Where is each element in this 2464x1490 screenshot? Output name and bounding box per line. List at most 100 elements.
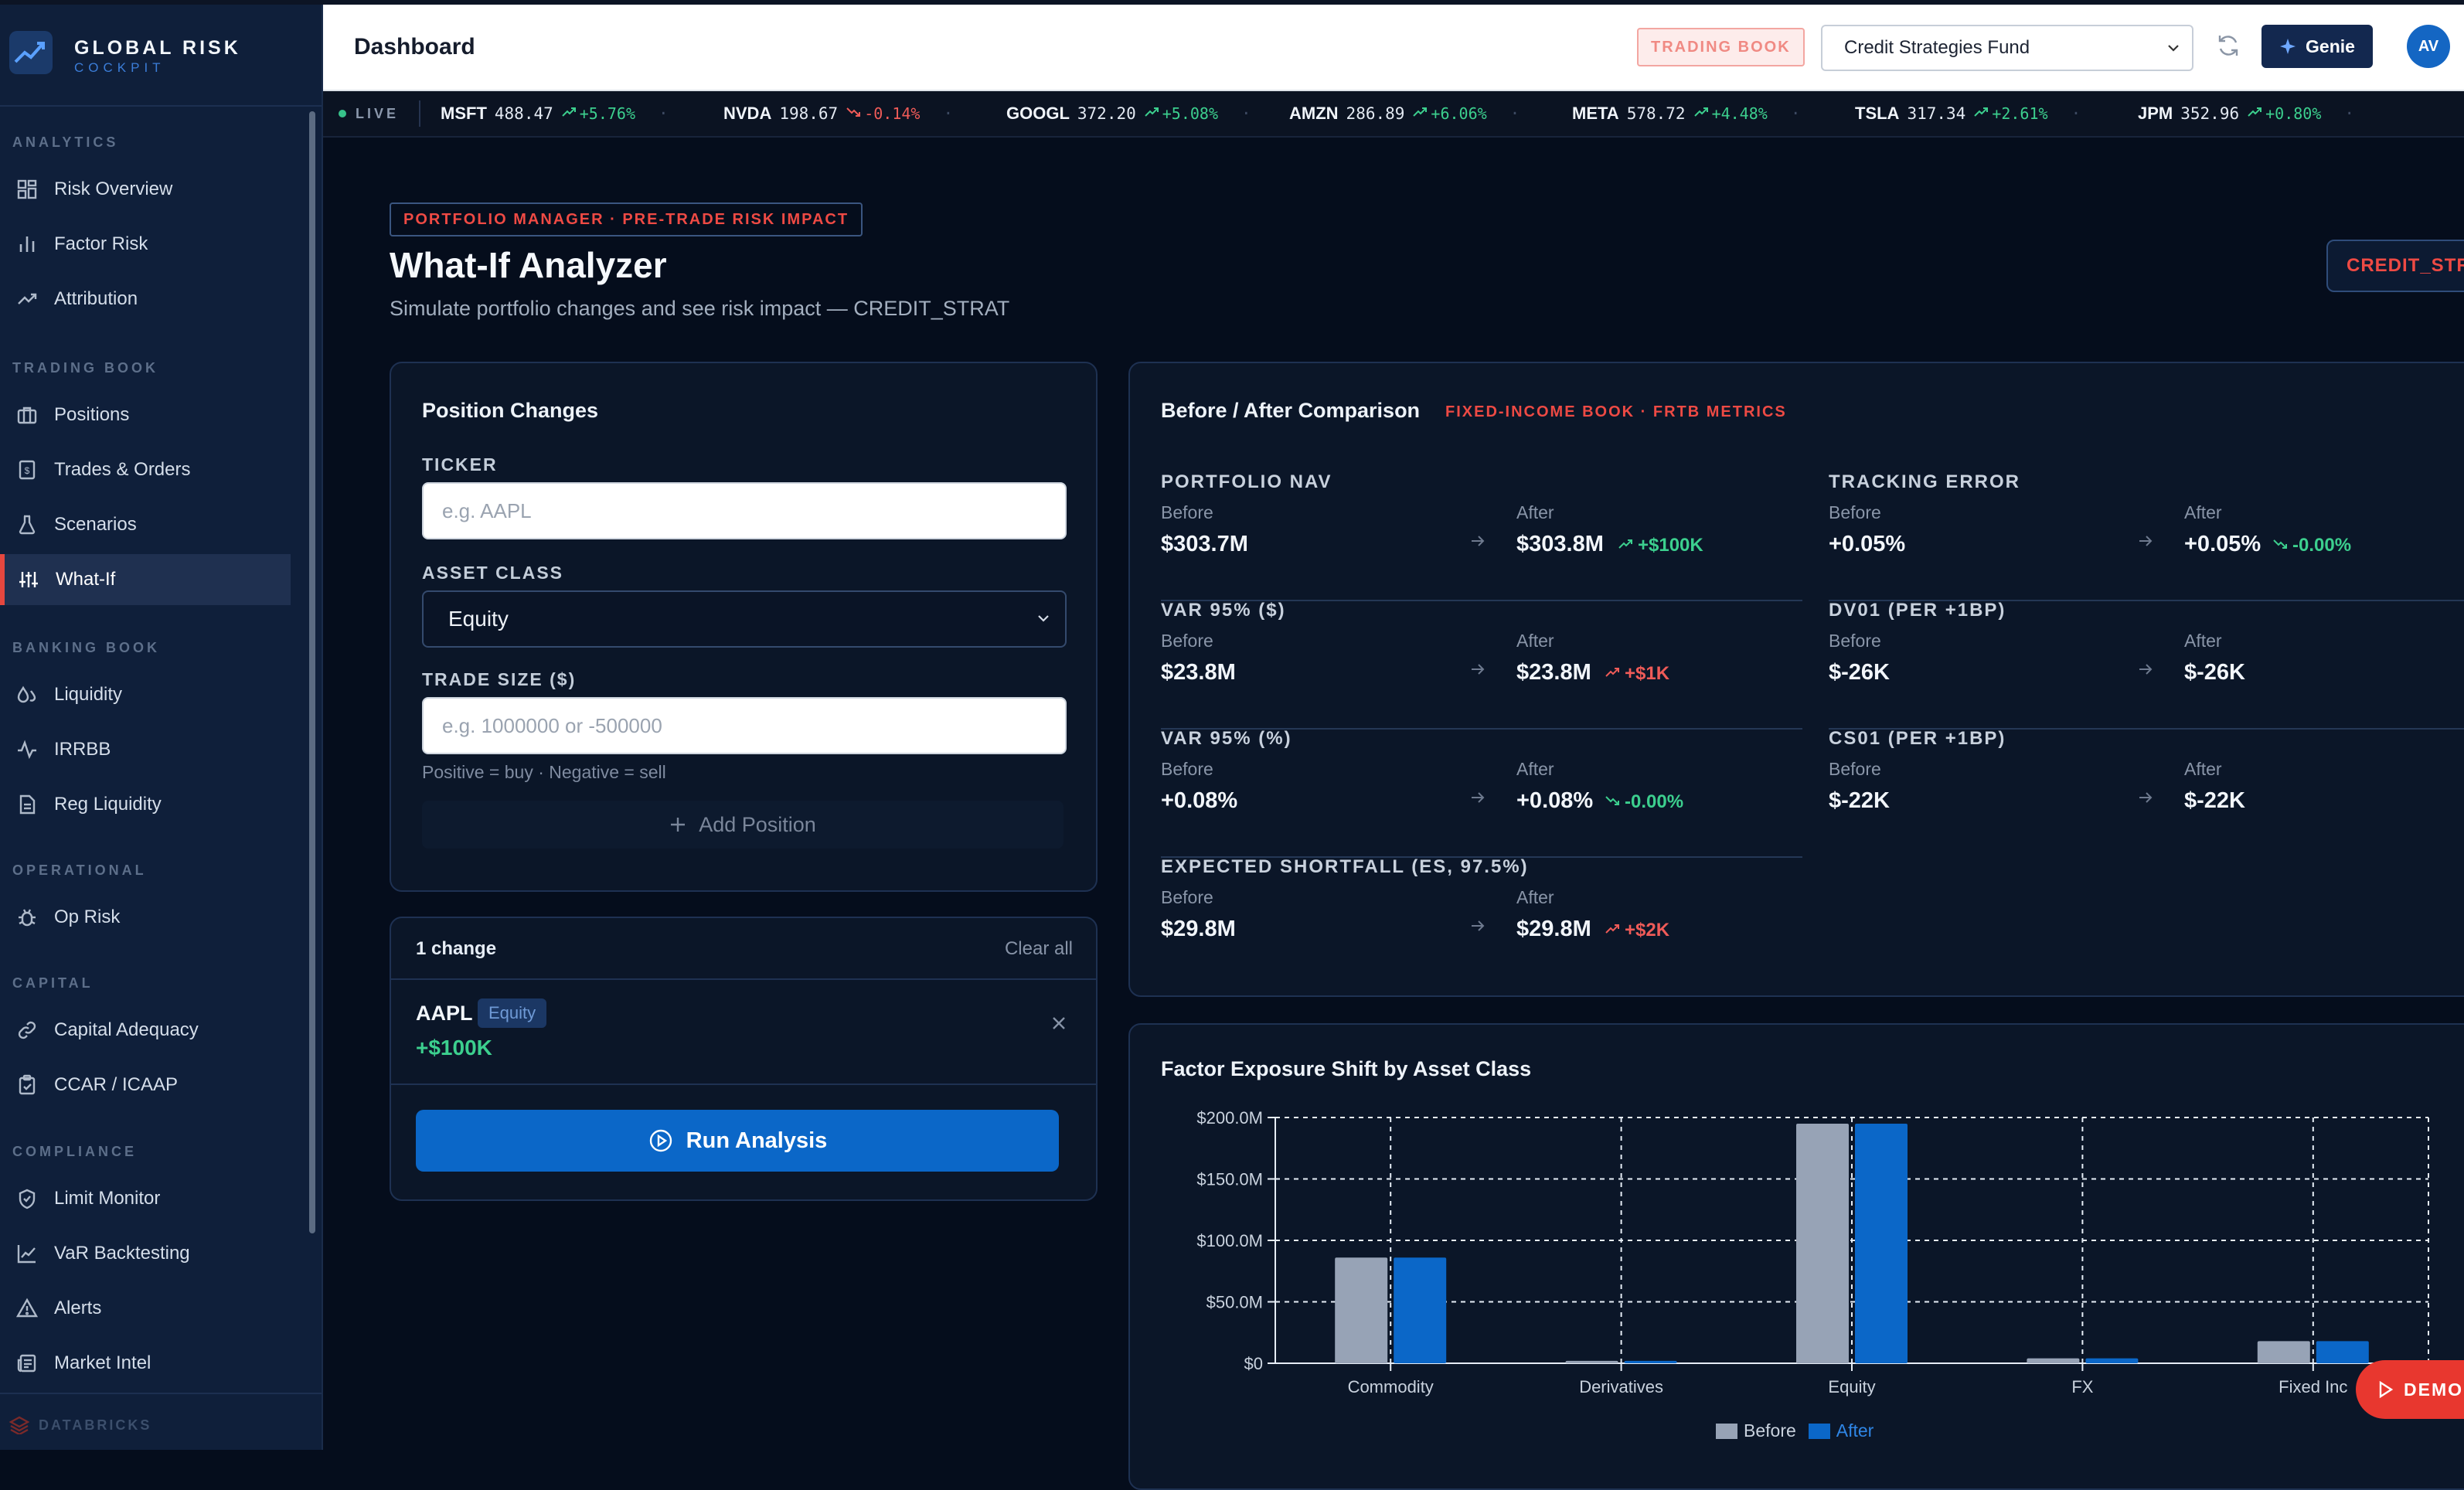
ticker-item[interactable]: AMZN 286.89 +6.06% · bbox=[1289, 91, 1520, 136]
trade-size-label: TRADE SIZE ($) bbox=[422, 669, 577, 689]
bar-before-fixed-inc[interactable] bbox=[2257, 1341, 2310, 1363]
sidebar-item-label: Liquidity bbox=[54, 684, 123, 705]
metric-cs01-per-1bp: CS01 (PER +1BP) Before $-22K After $-22K bbox=[1829, 728, 2464, 856]
sidebar-item-what-if[interactable]: What-If bbox=[0, 554, 291, 605]
bar-after-fx[interactable] bbox=[2085, 1358, 2139, 1363]
ticker-item[interactable]: NVDA 198.67 -0.14% · bbox=[723, 91, 953, 136]
sidebar-item-factor-risk[interactable]: Factor Risk bbox=[0, 219, 291, 270]
top-accent-line bbox=[0, 0, 2464, 5]
brand-subtitle: COCKPIT bbox=[74, 60, 165, 75]
metric-var-95: VAR 95% ($) Before $23.8M After $23.8M +$1K bbox=[1161, 600, 1802, 730]
delta-value: +$2K bbox=[1625, 920, 1670, 941]
chevron-down-icon bbox=[1038, 615, 1049, 622]
chevron-down-icon bbox=[2168, 45, 2179, 52]
ticker-symbol: TSLA bbox=[1855, 104, 1900, 123]
sidebar-item-market-intel[interactable]: Market Intel bbox=[0, 1338, 291, 1389]
avatar[interactable]: AV bbox=[2407, 25, 2450, 68]
sidebar-item-label: Reg Liquidity bbox=[54, 794, 162, 815]
sidebar-scrollbar[interactable] bbox=[309, 111, 315, 1233]
sidebar-item-scenarios[interactable]: Scenarios bbox=[0, 499, 291, 550]
ticker-item[interactable]: GOOGL 372.20 +5.08% · bbox=[1006, 91, 1251, 136]
ticker-separator: · bbox=[943, 104, 954, 123]
after-label: After bbox=[1516, 887, 1554, 907]
sidebar-item-label: Risk Overview bbox=[54, 179, 173, 199]
sidebar-item-capital-adequacy[interactable]: Capital Adequacy bbox=[0, 1005, 291, 1056]
add-position-button[interactable]: Add Position bbox=[422, 801, 1064, 849]
bar-after-equity[interactable] bbox=[1855, 1123, 1908, 1363]
legend-label-after: After bbox=[1836, 1420, 1874, 1441]
arrow-right-icon bbox=[2136, 532, 2155, 554]
brand-title: GLOBAL RISK bbox=[74, 37, 241, 59]
ticker-item[interactable]: TSLA 317.34 +2.61% · bbox=[1855, 91, 2081, 136]
ticker-divider bbox=[419, 100, 420, 127]
sidebar-item-trades-orders[interactable]: $ Trades & Orders bbox=[0, 444, 291, 495]
factor-exposure-card: Factor Exposure Shift by Asset Class $0 $… bbox=[1128, 1023, 2464, 1490]
sidebar-item-liquidity[interactable]: Liquidity bbox=[0, 669, 291, 720]
sidebar-item-label: Attribution bbox=[54, 288, 138, 309]
ticker-symbol: GOOGL bbox=[1006, 104, 1070, 123]
y-tick-label: $0 bbox=[1244, 1354, 1263, 1373]
sidebar-item-alerts[interactable]: Alerts bbox=[0, 1283, 291, 1334]
bar-before-fx[interactable] bbox=[2027, 1358, 2080, 1363]
strategy-pill[interactable]: CREDIT_STR bbox=[2326, 240, 2464, 292]
bar-after-commodity[interactable] bbox=[1394, 1257, 1447, 1363]
changes-card: 1 change Clear all AAPL Equity +$100K Ru… bbox=[390, 917, 1098, 1201]
bar-before-derivatives[interactable] bbox=[1565, 1360, 1618, 1363]
brand[interactable]: GLOBAL RISK COCKPIT bbox=[0, 5, 322, 107]
asset-class-select[interactable]: Equity bbox=[422, 590, 1067, 648]
remove-change-close-icon[interactable] bbox=[1050, 1014, 1068, 1036]
arrow-right-icon bbox=[1469, 917, 1487, 939]
before-label: Before bbox=[1161, 887, 1213, 907]
sidebar-item-label: Scenarios bbox=[54, 514, 137, 535]
delta: +$100K bbox=[1618, 535, 1703, 556]
sidebar-item-risk-overview[interactable]: Risk Overview bbox=[0, 164, 291, 215]
refresh-icon[interactable] bbox=[2215, 32, 2241, 63]
ticker-item[interactable]: JPM 352.96 +0.80% · bbox=[2138, 91, 2354, 136]
ticker-change: -0.14% bbox=[864, 104, 921, 123]
genie-button[interactable]: Genie bbox=[2262, 25, 2373, 68]
sidebar-item-attribution[interactable]: Attribution bbox=[0, 274, 291, 325]
ticker-symbol: NVDA bbox=[723, 104, 772, 123]
trend-up-icon bbox=[561, 104, 577, 123]
comparison-subtitle: FIXED-INCOME BOOK · FRTB METRICS bbox=[1445, 403, 1787, 420]
nav-section-compliance: COMPLIANCE bbox=[12, 1144, 137, 1159]
before-label: Before bbox=[1161, 759, 1213, 779]
ticker-change: +6.06% bbox=[1431, 104, 1487, 123]
arrow-right-icon bbox=[1469, 532, 1487, 554]
sidebar-item-irrbb[interactable]: IRRBB bbox=[0, 724, 291, 775]
trade-size-input[interactable]: e.g. 1000000 or -500000 bbox=[422, 697, 1067, 754]
ticker-price: 488.47 bbox=[494, 104, 553, 123]
sidebar-item-limit-monitor[interactable]: Limit Monitor bbox=[0, 1173, 291, 1224]
run-analysis-button[interactable]: Run Analysis bbox=[416, 1110, 1059, 1172]
trend-up-icon bbox=[14, 286, 40, 312]
bar-before-commodity[interactable] bbox=[1335, 1257, 1388, 1363]
sidebar-item-label: Factor Risk bbox=[54, 233, 148, 254]
sidebar-item-positions[interactable]: Positions bbox=[0, 390, 291, 441]
after-label: After bbox=[2184, 759, 2222, 779]
ticker-input[interactable]: e.g. AAPL bbox=[422, 482, 1067, 539]
fund-select[interactable]: Credit Strategies Fund bbox=[1821, 25, 2193, 71]
legend-swatch-after bbox=[1808, 1423, 1830, 1439]
sidebar-item-op-risk[interactable]: Op Risk bbox=[0, 892, 291, 943]
clear-all-button[interactable]: Clear all bbox=[1004, 938, 1073, 959]
sidebar-item-reg-liquidity[interactable]: Reg Liquidity bbox=[0, 779, 291, 830]
asset-class-value: Equity bbox=[448, 607, 509, 631]
change-ticker: AAPL bbox=[416, 1002, 473, 1025]
y-tick-label: $100.0M bbox=[1196, 1231, 1263, 1250]
after-value: $23.8M bbox=[1516, 660, 1591, 685]
shield-icon bbox=[14, 1186, 40, 1212]
logo-chart-icon bbox=[9, 31, 53, 74]
demo-button[interactable]: DEMO bbox=[2356, 1360, 2464, 1419]
bar-after-fixed-inc[interactable] bbox=[2316, 1341, 2369, 1363]
ticker-item[interactable]: META 578.72 +4.48% · bbox=[1572, 91, 1800, 136]
sidebar-item-var-backtesting[interactable]: VaR Backtesting bbox=[0, 1228, 291, 1279]
nav-section-capital: CAPITAL bbox=[12, 975, 94, 991]
ticker-label: TICKER bbox=[422, 454, 498, 475]
sidebar-item-ccar-icaap[interactable]: CCAR / ICAAP bbox=[0, 1060, 291, 1111]
changes-count: 1 change bbox=[416, 938, 497, 959]
ticker-price: 286.89 bbox=[1346, 104, 1405, 123]
bar-before-equity[interactable] bbox=[1796, 1123, 1849, 1363]
bar-after-derivatives[interactable] bbox=[1624, 1360, 1677, 1363]
after-label: After bbox=[1516, 502, 1554, 522]
ticker-item[interactable]: MSFT 488.47 +5.76% · bbox=[441, 91, 669, 136]
